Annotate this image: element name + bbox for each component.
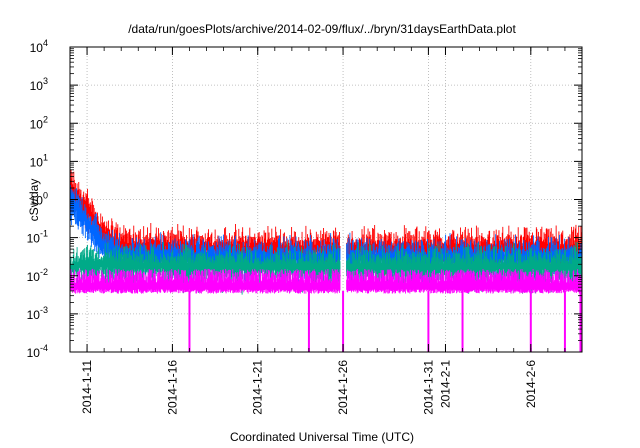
y-tick-base: 10: [30, 79, 44, 93]
y-tick-base: 10: [27, 270, 41, 284]
y-tick-label: 103: [30, 76, 48, 93]
y-tick-exponent: -3: [40, 305, 48, 315]
x-tick-label: 2014-1-26: [336, 360, 350, 415]
y-tick-exponent: 2: [43, 114, 48, 124]
y-tick-label: 10-4: [27, 343, 48, 360]
y-tick-label: 102: [30, 114, 48, 131]
y-tick-base: 10: [27, 308, 41, 322]
y-tick-base: 10: [30, 117, 44, 131]
ticks: 10-410-310-210-11001011021031042014-1-11…: [27, 38, 582, 415]
y-axis-label: cSv/day: [27, 179, 41, 222]
y-tick-exponent: -2: [40, 267, 48, 277]
x-tick-label: 2014-1-21: [251, 360, 265, 415]
series-3-trace-b: [325, 268, 582, 294]
y-tick-base: 10: [30, 155, 44, 169]
y-tick-exponent: -1: [40, 229, 48, 239]
y-tick-exponent: -4: [40, 343, 48, 353]
y-tick-exponent: 0: [43, 191, 48, 201]
x-tick-label: 2014-1-11: [80, 360, 94, 414]
y-tick-exponent: 4: [43, 38, 48, 48]
grid: [70, 47, 582, 352]
y-tick-base: 10: [27, 346, 41, 360]
y-tick-exponent: 3: [43, 76, 48, 86]
x-tick-label: 2014-2-6: [524, 360, 538, 408]
series-group: [70, 169, 582, 352]
y-tick-label: 10-2: [27, 267, 48, 284]
x-tick-label: 2014-1-31: [421, 360, 435, 415]
series-3: [70, 268, 582, 352]
y-tick-label: 104: [30, 38, 48, 55]
y-tick-label: 10-3: [27, 305, 48, 322]
x-tick-label: 2014-1-16: [165, 360, 179, 415]
y-tick-exponent: 1: [43, 152, 48, 162]
y-tick-label: 101: [30, 152, 48, 169]
x-axis-label: Coordinated Universal Time (UTC): [230, 430, 414, 444]
y-tick-label: 10-1: [27, 229, 48, 246]
x-tick-label: 2014-2-1: [438, 360, 452, 408]
chart-title: /data/run/goesPlots/archive/2014-02-09/f…: [128, 22, 516, 36]
y-tick-base: 10: [30, 194, 44, 208]
y-tick-label: 100: [30, 191, 48, 208]
y-tick-base: 10: [30, 41, 44, 55]
y-tick-base: 10: [27, 232, 41, 246]
